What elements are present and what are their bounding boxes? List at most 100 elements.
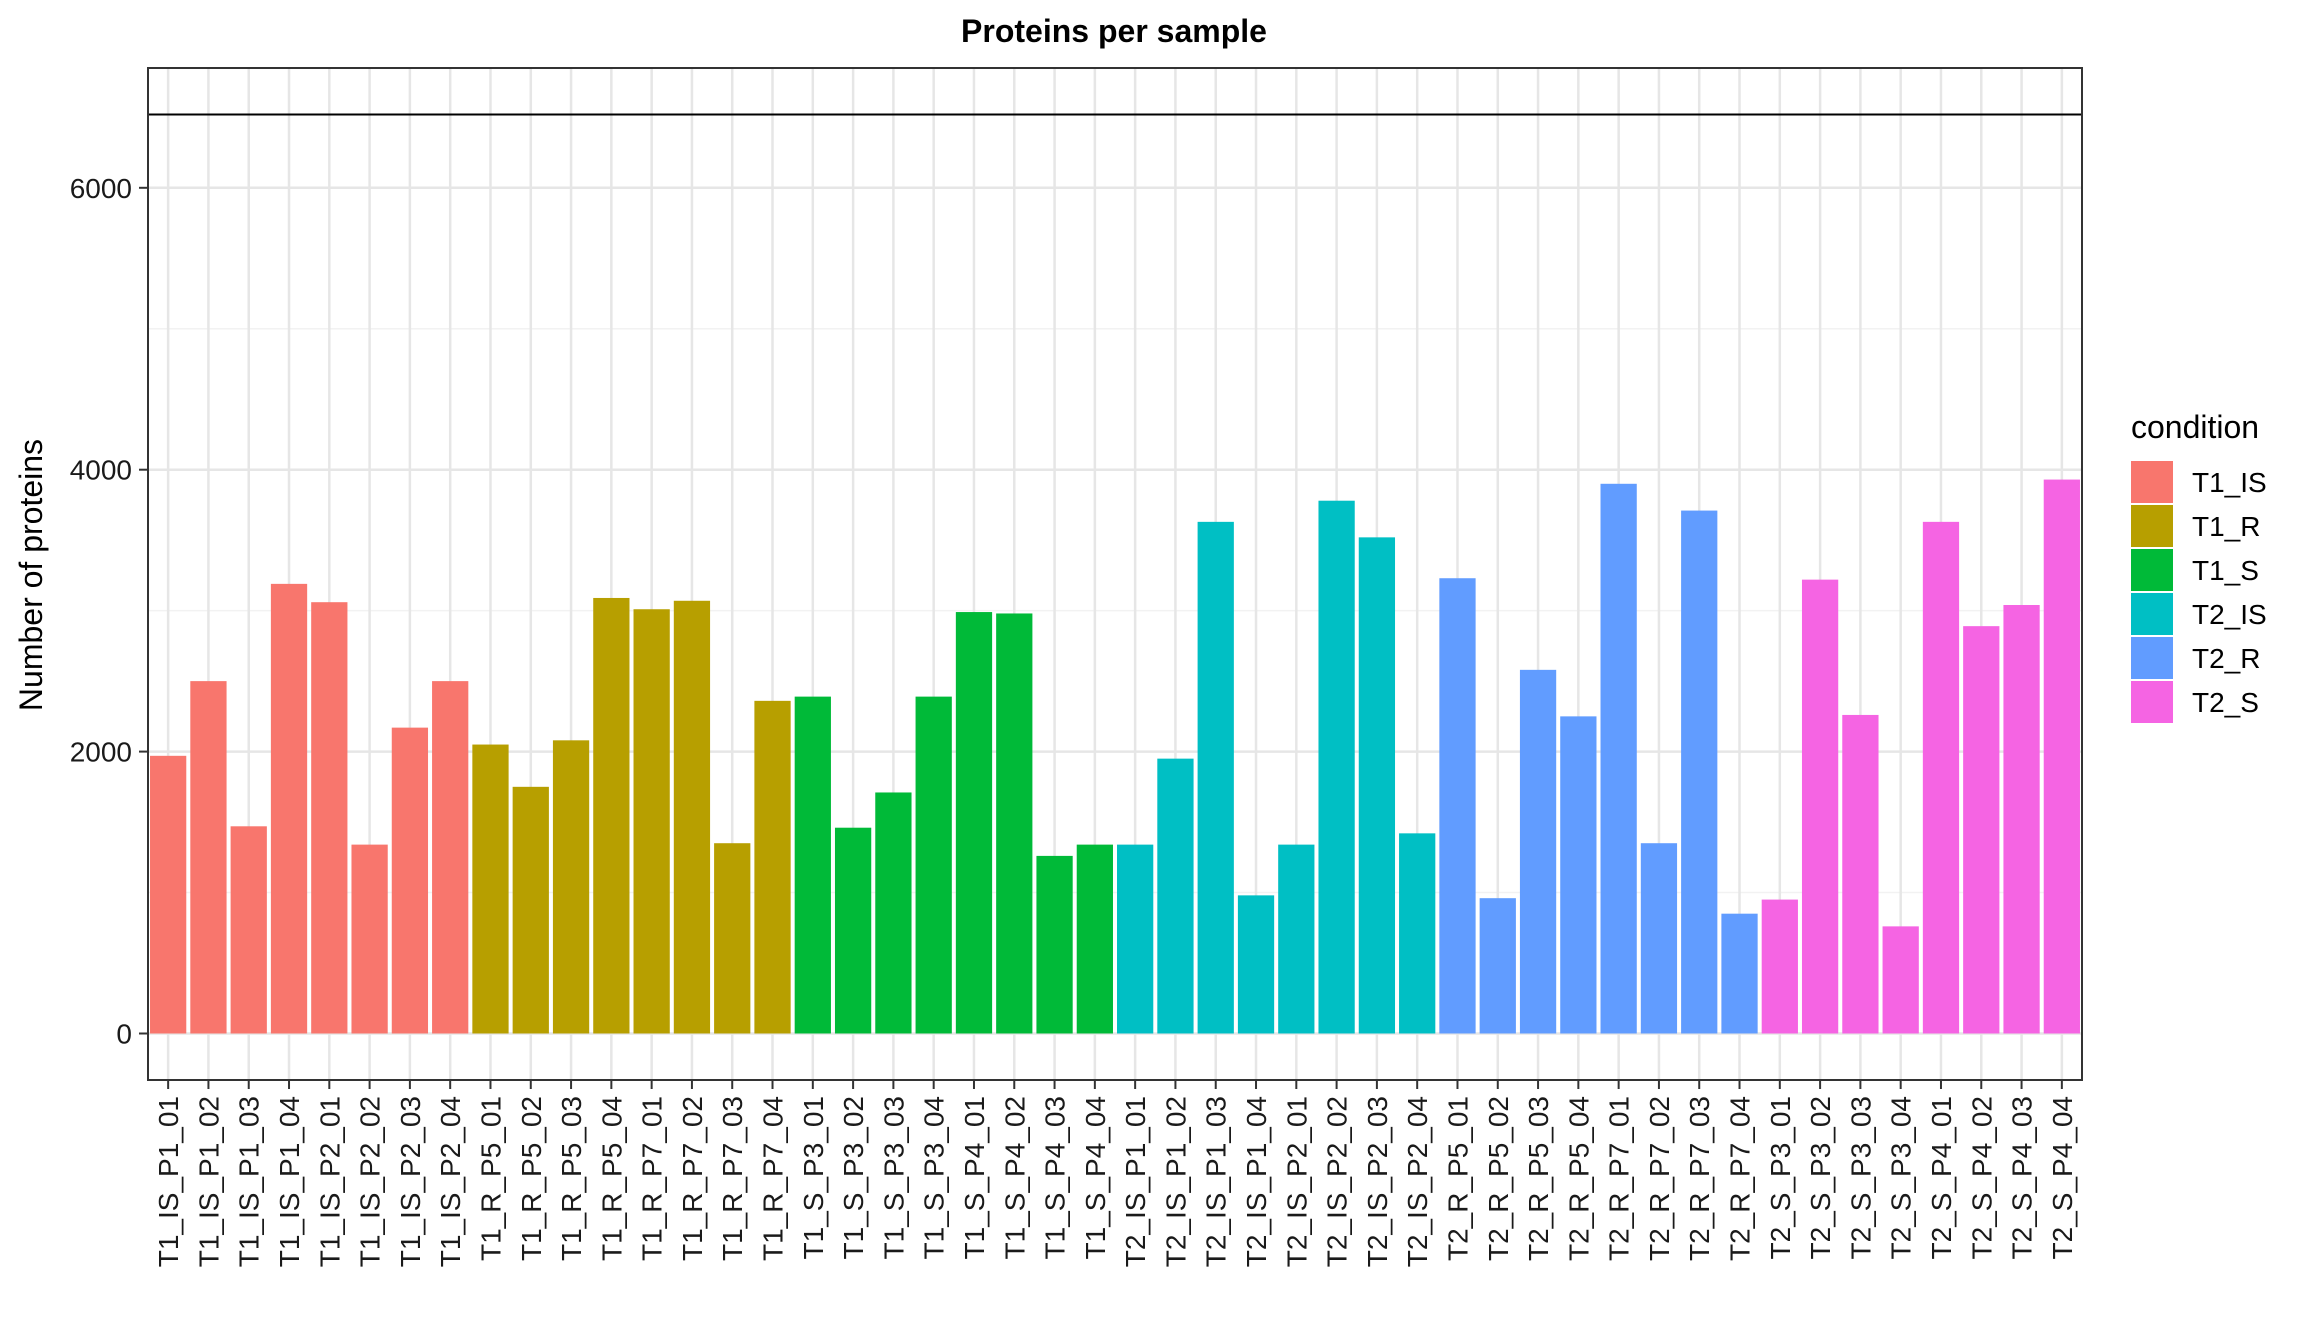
bar (1801, 579, 1839, 1034)
x-tick-label: T1_IS_P1_01 (153, 1096, 184, 1267)
x-tick-label: T1_R_P5_03 (556, 1096, 587, 1261)
bar (1358, 537, 1396, 1034)
bar (1640, 843, 1678, 1034)
x-tick-label: T2_IS_P1_03 (1201, 1096, 1232, 1267)
bar (1600, 483, 1637, 1034)
bar (794, 696, 831, 1034)
bar (1117, 844, 1154, 1034)
x-tick-label: T2_S_P3_01 (1765, 1096, 1796, 1259)
bar (1842, 714, 1879, 1034)
bar (955, 612, 993, 1034)
x-tick-label: T2_S_P3_02 (1805, 1096, 1836, 1259)
x-tick-label: T1_S_P3_02 (838, 1096, 869, 1259)
legend-label: T1_S (2192, 555, 2259, 586)
x-tick-label: T2_R_P7_02 (1644, 1096, 1675, 1261)
bar (1036, 855, 1073, 1034)
bar (351, 844, 388, 1034)
x-tick-label: T2_IS_P1_02 (1160, 1096, 1191, 1267)
x-tick-label: T2_R_P7_03 (1684, 1096, 1715, 1261)
x-tick-label: T1_S_P4_03 (1040, 1096, 1071, 1259)
x-tick-label: T1_R_P7_02 (677, 1096, 708, 1261)
legend-label: T2_IS (2192, 599, 2267, 630)
y-tick-label: 6000 (70, 173, 132, 204)
bar (1922, 521, 1960, 1034)
bar (673, 600, 711, 1034)
x-tick-label: T2_IS_P1_04 (1241, 1096, 1272, 1267)
bar (1318, 500, 1355, 1034)
x-tick-label: T1_S_P4_02 (999, 1096, 1030, 1259)
x-tick-label: T1_S_P3_04 (919, 1096, 950, 1259)
x-tick-label: T1_R_P7_03 (717, 1096, 748, 1261)
x-tick-label: T2_S_P4_04 (2047, 1096, 2078, 1259)
bar (512, 786, 549, 1034)
legend-title: condition (2131, 409, 2259, 445)
x-tick-label: T1_IS_P1_02 (193, 1096, 224, 1267)
x-tick-label: T1_R_P7_01 (637, 1096, 668, 1261)
x-tick-label: T1_IS_P1_04 (274, 1096, 305, 1267)
x-tick-label: T2_R_P5_02 (1483, 1096, 1514, 1261)
bar (552, 740, 590, 1034)
x-tick-label: T2_R_P7_04 (1725, 1096, 1756, 1261)
bar (834, 827, 872, 1034)
legend-key (2131, 505, 2173, 547)
chart-title: Proteins per sample (961, 13, 1267, 49)
x-tick-label: T1_R_P5_04 (596, 1096, 627, 1261)
x-tick-label: T1_S_P3_01 (798, 1096, 829, 1259)
bar (1963, 626, 2000, 1034)
x-tick-label: T1_R_P5_02 (516, 1096, 547, 1261)
bar (150, 755, 187, 1034)
plot-background (148, 68, 2082, 1080)
x-tick-label: T2_IS_P2_01 (1281, 1096, 1312, 1267)
legend-key (2131, 593, 2173, 635)
y-tick-label: 0 (116, 1018, 132, 1049)
y-tick-label: 4000 (70, 455, 132, 486)
legend-key (2131, 637, 2173, 679)
x-tick-label: T2_S_P4_03 (2007, 1096, 2038, 1259)
bar (915, 696, 952, 1034)
x-tick-label: T2_S_P3_03 (1845, 1096, 1876, 1259)
x-tick-label: T2_IS_P2_04 (1402, 1096, 1433, 1267)
bar (432, 681, 469, 1034)
bar (270, 583, 308, 1034)
x-tick-label: T1_S_P4_01 (959, 1096, 990, 1259)
bar (1439, 578, 1476, 1034)
bar (714, 843, 751, 1034)
bar (1278, 844, 1315, 1034)
plot-area: 0 2000 4000 6000 T1_IS_P1_01 T1_IS_P1_02 T1_IS… (70, 67, 2083, 1267)
legend-label: T1_R (2192, 511, 2260, 542)
x-tick-label: T1_S_P3_03 (878, 1096, 909, 1259)
bar (1237, 895, 1275, 1034)
x-tick-label: T1_IS_P2_02 (355, 1096, 386, 1267)
bar (2043, 479, 2080, 1034)
legend-key (2131, 549, 2173, 591)
bar (1076, 844, 1113, 1034)
legend-key (2131, 681, 2173, 723)
bar (311, 602, 348, 1034)
x-tick-label: T2_IS_P2_02 (1322, 1096, 1353, 1267)
bar (391, 727, 429, 1034)
x-tick-label: T2_S_P4_01 (1926, 1096, 1957, 1259)
bar (190, 681, 227, 1034)
bar (593, 597, 630, 1034)
bar (875, 792, 912, 1034)
x-tick-label: T2_R_P5_04 (1563, 1096, 1594, 1261)
x-tick-label: T2_IS_P1_01 (1120, 1096, 1151, 1267)
bar (633, 609, 670, 1034)
bar (1479, 898, 1516, 1034)
x-tick-label: T1_IS_P1_03 (234, 1096, 265, 1267)
legend-label: T2_S (2192, 687, 2259, 718)
bar (1519, 669, 1557, 1034)
plot-border (147, 67, 2083, 1081)
x-tick-label: T2_S_P4_02 (1966, 1096, 1997, 1259)
bar (230, 826, 267, 1034)
x-tick-label: T1_IS_P2_04 (435, 1096, 466, 1267)
x-tick-label: T2_R_P7_01 (1604, 1096, 1635, 1261)
bar (1197, 521, 1234, 1034)
x-tick-label: T2_S_P3_04 (1886, 1096, 1917, 1259)
legend-label: T2_R (2192, 643, 2260, 674)
x-tick-label: T2_R_P5_01 (1442, 1096, 1473, 1261)
x-tick-label: T1_IS_P2_03 (395, 1096, 426, 1267)
legend: condition T1_IS T1_R T1_S T2_IS T2_R T2_S (2131, 409, 2267, 723)
bar (2003, 605, 2040, 1034)
